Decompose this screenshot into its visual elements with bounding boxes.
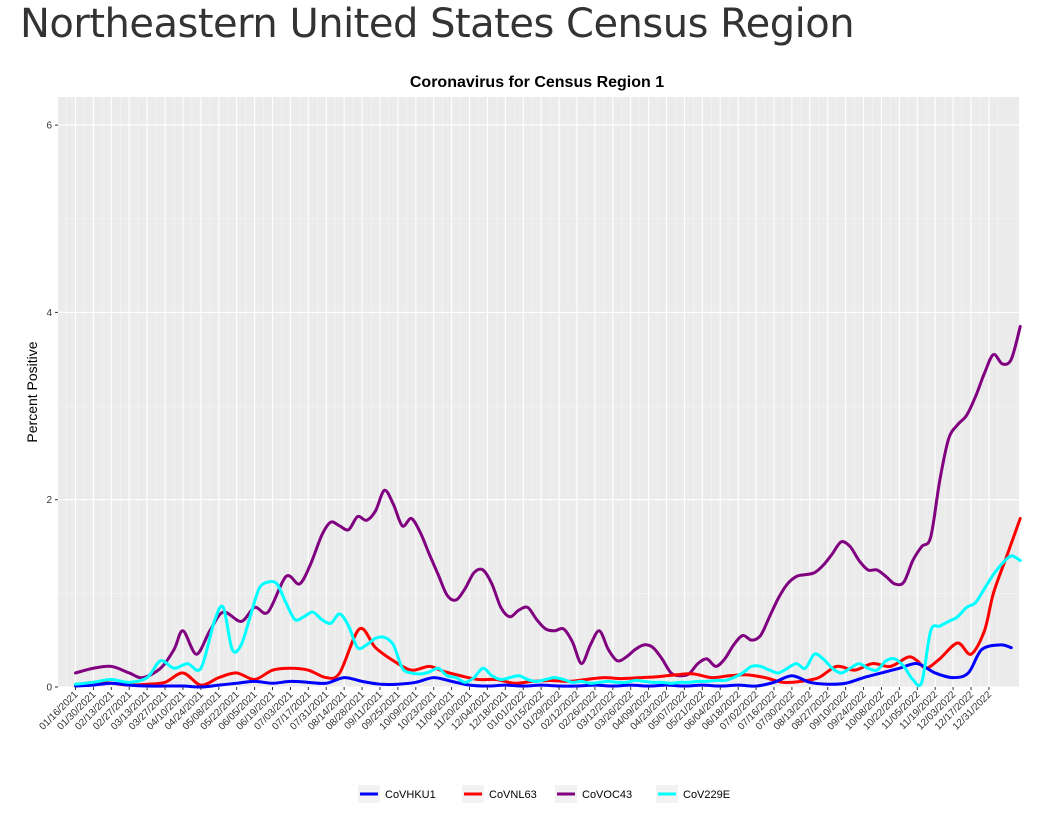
y-tick-label: 2 xyxy=(46,495,52,506)
chart-title: Coronavirus for Census Region 1 xyxy=(410,74,664,91)
legend-label-covoc43: CoVOC43 xyxy=(582,789,632,801)
legend-label-covnl63: CoVNL63 xyxy=(489,789,537,801)
series-lines xyxy=(74,324,1022,689)
legend-label-covhku1: CoVHKU1 xyxy=(385,789,436,801)
x-axis: 01/16/202101/30/202102/13/202102/27/2021… xyxy=(37,687,994,733)
series-line-covoc43 xyxy=(74,324,1022,680)
page-title: Northeastern United States Census Region xyxy=(20,1,855,47)
y-axis-label: Percent Positive xyxy=(24,341,40,442)
series-line-cov229e xyxy=(74,554,1022,688)
series-line-covhku1 xyxy=(74,643,1013,689)
y-tick-label: 4 xyxy=(46,308,52,319)
major-gridlines xyxy=(58,97,1019,688)
y-tick-label: 6 xyxy=(46,121,52,132)
legend: CoVHKU1 CoVNL63 CoVOC43 CoV229E xyxy=(358,785,730,803)
y-axis: 0 2 4 6 xyxy=(46,121,58,694)
legend-label-cov229e: CoV229E xyxy=(683,789,730,801)
y-tick-label: 0 xyxy=(46,683,52,694)
plot-panel xyxy=(58,97,1019,687)
